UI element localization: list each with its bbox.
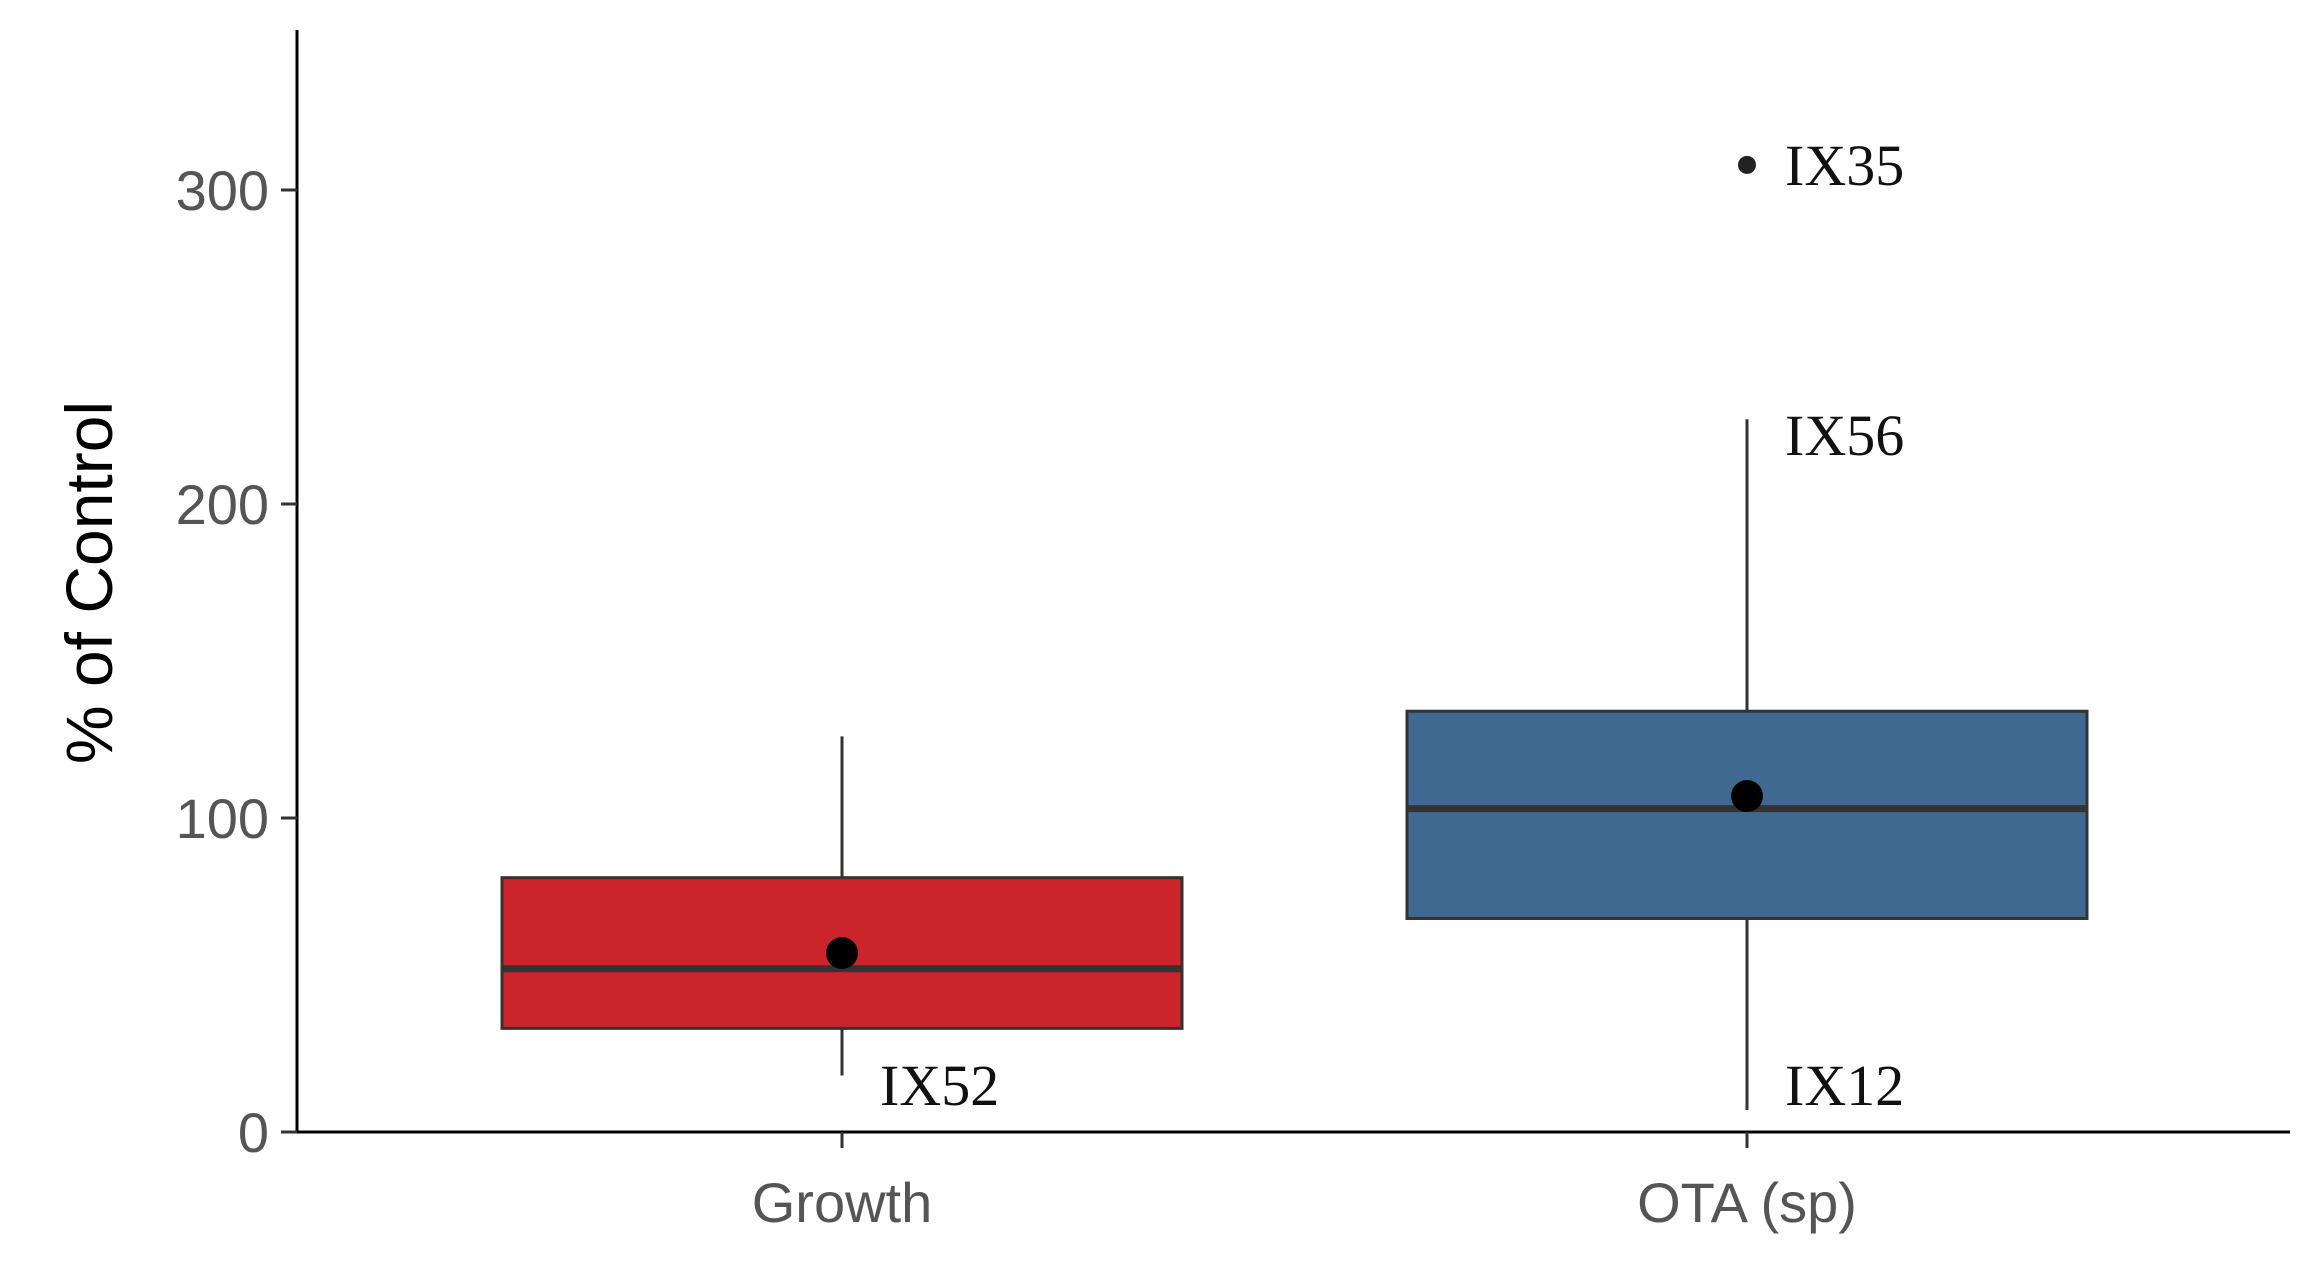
box-1-annotation-ix12: IX12 bbox=[1785, 1053, 1904, 1118]
box-1-outlier-0 bbox=[1738, 155, 1756, 174]
y-tick-label-200: 200 bbox=[176, 473, 269, 536]
axes: 0 100 200 300 Growth OTA (sp) bbox=[176, 30, 2290, 1234]
box-0-annotation-ix52: IX52 bbox=[880, 1053, 999, 1118]
box-1-annotation-ix56: IX56 bbox=[1785, 403, 1904, 468]
box-0-mean-point bbox=[826, 937, 858, 970]
box-1-annotation-ix35: IX35 bbox=[1785, 133, 1904, 198]
x-tick-label-0: Growth bbox=[752, 1171, 933, 1234]
y-tick-label-0: 0 bbox=[238, 1101, 269, 1164]
y-tick-label-300: 300 bbox=[176, 159, 269, 222]
plot-area: IX52 IX35 IX56 IX12 bbox=[500, 133, 2089, 1118]
box-1-iqr-rect bbox=[1405, 709, 2089, 920]
y-axis-title: % of Control bbox=[52, 401, 126, 764]
y-tick-label-100: 100 bbox=[176, 787, 269, 850]
x-tick-label-1: OTA (sp) bbox=[1637, 1171, 1857, 1234]
box-1-mean-point bbox=[1731, 780, 1763, 813]
